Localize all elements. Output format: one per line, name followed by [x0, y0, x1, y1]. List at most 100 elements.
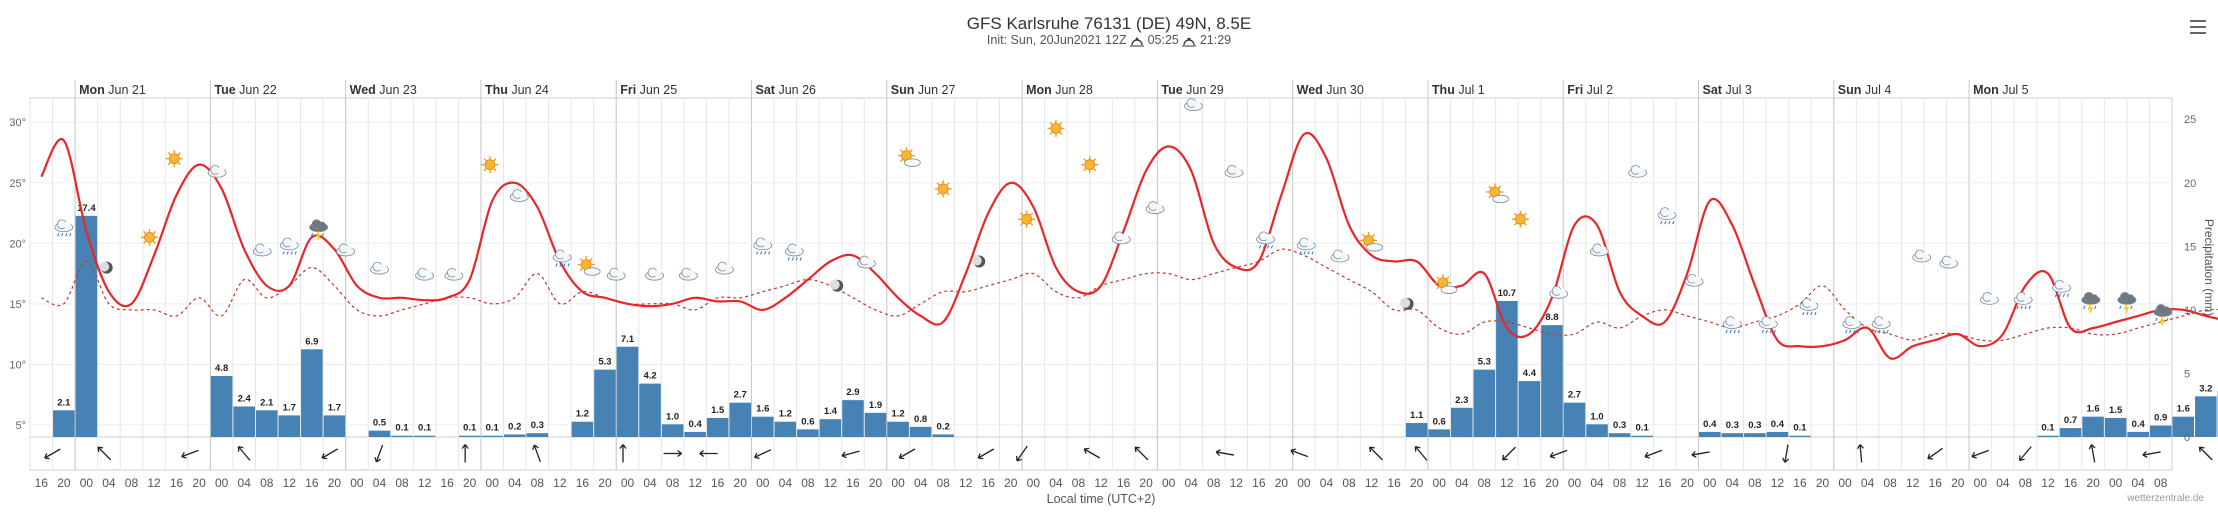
- day-label: Thu Jun 24: [485, 83, 549, 97]
- x-tick-label: 08: [395, 476, 409, 490]
- precip-bar: [639, 383, 661, 437]
- x-tick-label: 00: [1433, 476, 1447, 490]
- cloud-icon: [1979, 291, 1999, 305]
- precip-value-label: 0.1: [1793, 423, 1807, 434]
- precip-value-labels: 2.1 17.4 4.8 2.4 2.1 1.7 6.9 1.7 0.5 0.1 0.1 0.1 0.1…: [57, 203, 2212, 434]
- precip-value-label: 1.2: [891, 409, 904, 420]
- precip-bar: [1586, 424, 1608, 437]
- x-tick-label: 20: [1951, 476, 1965, 490]
- precip-bar: [233, 406, 255, 437]
- weather-icons: [54, 98, 2173, 334]
- x-tick-label: 00: [350, 476, 364, 490]
- precip-bar: [481, 435, 503, 437]
- wind-arrow: [2088, 444, 2096, 463]
- precip-value-label: 1.5: [2109, 405, 2123, 416]
- x-tick-label: 20: [734, 476, 748, 490]
- grid: [29, 80, 2173, 471]
- precip-value-label: 1.4: [824, 406, 838, 417]
- x-tick-label: 08: [801, 476, 815, 490]
- sun-icon: [1018, 210, 1036, 228]
- x-tick-label: 08: [125, 476, 139, 490]
- precip-bar: [594, 369, 616, 437]
- cloud-icon: [645, 267, 664, 281]
- cloud-icon: [1549, 285, 1569, 299]
- precip-bar: [1789, 435, 1811, 437]
- precip-value-label: 4.2: [643, 371, 656, 382]
- day-label: Mon Jul 5: [1973, 83, 2029, 97]
- sun-icon: [1081, 156, 1099, 174]
- precip-bar: [2195, 396, 2217, 437]
- precip-value-label: 1.6: [756, 404, 769, 415]
- precip-value-label: 0.1: [418, 423, 432, 434]
- rain-icon: [54, 219, 74, 237]
- precip-bar: [1541, 325, 1563, 437]
- wind-arrow: [1502, 446, 1516, 461]
- day-labels: Mon Jun 21 Tue Jun 22 Wed Jun 23 Thu Jun 24…: [79, 83, 2029, 97]
- precip-value-label: 0.8: [914, 414, 927, 425]
- sun-icon: [1511, 210, 1529, 228]
- x-tick-label: 16: [1523, 476, 1537, 490]
- thunder-icon: [309, 219, 329, 241]
- x-tick-label: 12: [283, 476, 297, 490]
- x-tick-label: 00: [1568, 476, 1582, 490]
- wind-arrow: [237, 445, 251, 461]
- precip-value-label: 0.2: [508, 421, 521, 432]
- cloud-icon: [606, 267, 626, 281]
- wind-arrow: [181, 449, 199, 459]
- precip-value-label: 1.7: [283, 402, 296, 413]
- y-right-tick-label: 5: [2184, 368, 2190, 380]
- precip-value-label: 4.8: [215, 363, 228, 374]
- cloud-icon: [1628, 164, 1648, 178]
- x-tick-label: 16: [1252, 476, 1266, 490]
- wind-arrow: [1971, 449, 1990, 459]
- precip-bar: [53, 410, 75, 437]
- cloud-icon: [415, 267, 434, 281]
- precip-value-label: 2.9: [846, 387, 859, 398]
- wind-arrow: [2142, 450, 2161, 458]
- precip-bar: [2149, 425, 2172, 437]
- precip-bar: [932, 434, 954, 437]
- precip-bar: [301, 349, 323, 437]
- sun-icon: [165, 150, 183, 168]
- day-label: Sun Jul 4: [1838, 83, 1892, 97]
- precip-value-label: 0.4: [1703, 419, 1717, 430]
- day-label: Sat Jun 26: [756, 83, 817, 97]
- precip-value-label: 1.6: [2086, 404, 2099, 415]
- day-label: Wed Jun 30: [1297, 83, 1364, 97]
- sun-cloud-icon: [897, 147, 921, 167]
- precip-bar: [2082, 416, 2104, 437]
- x-tick-label: 08: [531, 476, 545, 490]
- y-left-tick-label: 10°: [9, 359, 26, 371]
- wind-arrow: [1856, 444, 1864, 463]
- x-tick-label: 16: [711, 476, 725, 490]
- precip-bar: [458, 435, 481, 437]
- x-tick-label: 16: [1117, 476, 1131, 490]
- precip-bar: [842, 400, 864, 437]
- x-tick-label: 08: [1478, 476, 1492, 490]
- precip-bar: [661, 424, 684, 437]
- precip-value-label: 0.4: [689, 419, 703, 430]
- x-tick-label: 20: [328, 476, 342, 490]
- precip-value-label: 1.7: [328, 402, 341, 413]
- sun-cloud-icon: [577, 256, 601, 276]
- rain-icon: [1657, 207, 1677, 225]
- precip-bar: [819, 419, 842, 437]
- chart-menu-button[interactable]: [2190, 20, 2206, 34]
- x-tick-label: 00: [1297, 476, 1311, 490]
- wind-arrow: [1414, 445, 1428, 461]
- cloud-icon: [1145, 201, 1165, 214]
- wind-arrow: [1083, 447, 1101, 459]
- x-tick-label: 00: [1027, 476, 1041, 490]
- sunrise-icon: [1130, 36, 1145, 47]
- cloud-icon: [509, 189, 529, 202]
- day-label: Fri Jul 2: [1567, 83, 1613, 97]
- x-tick-label: 16: [305, 476, 319, 490]
- precip-bar: [391, 435, 413, 437]
- precip-bar: [1699, 431, 1721, 437]
- precip-bar: [1721, 433, 1744, 437]
- y-left-tick-label: 25°: [9, 178, 26, 190]
- x-tick-label: 12: [418, 476, 432, 490]
- thunder-icon: [2117, 291, 2137, 314]
- precip-bar: [2037, 435, 2059, 437]
- x-tick-label: 00: [891, 476, 905, 490]
